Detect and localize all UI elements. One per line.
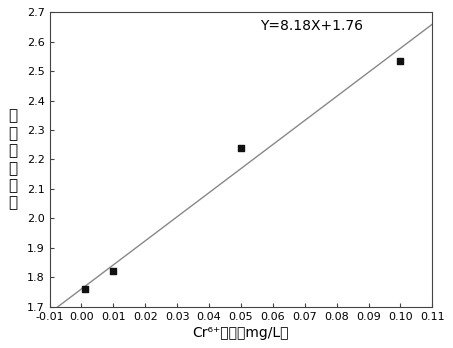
Text: Y=8.18X+1.76: Y=8.18X+1.76 xyxy=(260,18,362,33)
Y-axis label: 荧
光
强
度
比
値: 荧 光 强 度 比 値 xyxy=(8,109,18,211)
Point xyxy=(397,58,404,64)
Point xyxy=(110,269,117,274)
Point xyxy=(81,286,88,292)
X-axis label: Cr⁶⁺浓度（mg/L）: Cr⁶⁺浓度（mg/L） xyxy=(193,326,289,340)
Point xyxy=(237,145,245,150)
